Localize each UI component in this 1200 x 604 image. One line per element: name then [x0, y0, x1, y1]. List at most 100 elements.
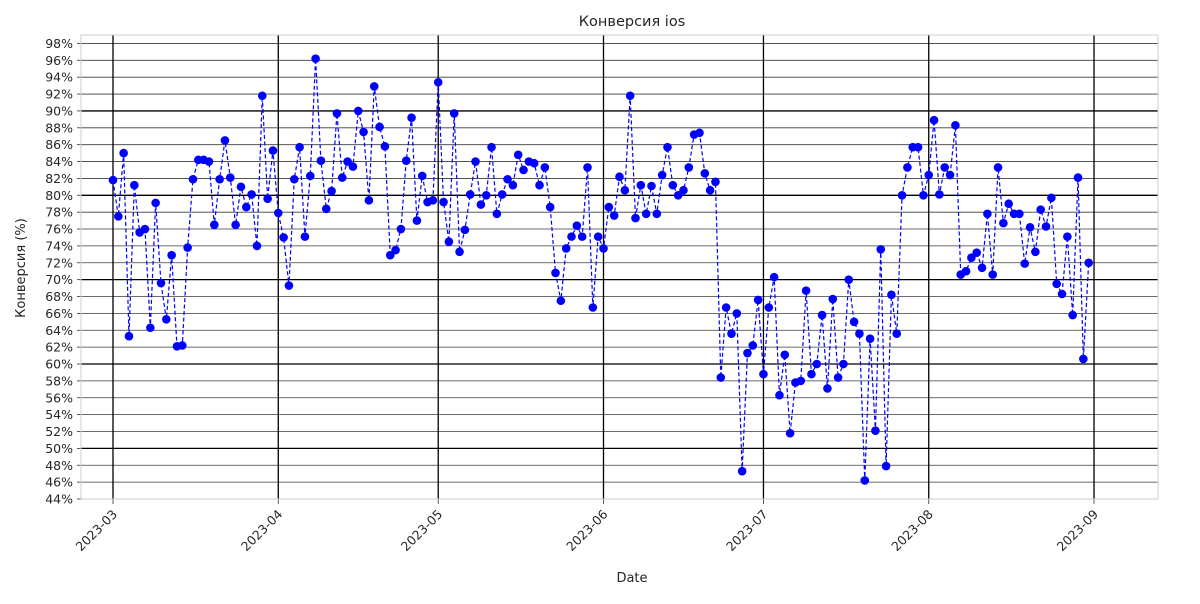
data-point [967, 253, 976, 263]
data-point [353, 106, 363, 116]
data-point [849, 317, 859, 327]
data-point [556, 296, 566, 306]
y-tick-label: 74% [45, 238, 73, 253]
data-point [162, 315, 171, 324]
x-tick-label: 2023-08 [888, 506, 936, 554]
data-point [887, 290, 896, 300]
data-point [247, 190, 256, 199]
chart-title: Конверсия ios [579, 14, 686, 30]
data-point [727, 329, 736, 338]
y-tick-label: 48% [45, 458, 73, 473]
y-tick-label: 76% [45, 222, 73, 237]
y-tick-label: 84% [45, 154, 73, 169]
y-tick-label: 86% [45, 137, 73, 152]
data-point [737, 466, 747, 476]
data-point [300, 232, 310, 241]
data-point [1004, 199, 1014, 209]
axes [77, 34, 1159, 504]
x-tick-label: 2023-09 [1054, 506, 1102, 554]
data-point [327, 186, 336, 196]
data-point [913, 142, 923, 152]
data-point [668, 180, 678, 190]
data-point [396, 224, 406, 234]
data-point [855, 329, 864, 338]
data-point [492, 209, 502, 219]
data-point [935, 190, 944, 199]
data-point [801, 286, 811, 295]
data-point [428, 196, 438, 205]
data-point [1068, 310, 1077, 320]
data-point [540, 163, 550, 172]
data-point [178, 341, 187, 350]
x-tick-label: 2023-03 [73, 507, 121, 555]
data-point [545, 202, 555, 212]
data-point [711, 177, 720, 187]
data-point [1052, 279, 1061, 289]
data-point [695, 128, 704, 138]
data-point [369, 82, 379, 91]
data-point [663, 142, 672, 152]
data-point [348, 162, 358, 171]
data-point [983, 209, 992, 219]
data-point [151, 198, 160, 208]
data-point [625, 91, 635, 101]
y-tick-label: 62% [45, 340, 73, 355]
data-point [1041, 222, 1051, 231]
data-point [583, 163, 592, 172]
data-point [844, 275, 854, 284]
data-point [476, 200, 486, 209]
data-point [876, 244, 886, 254]
data-point [567, 232, 576, 241]
data-point [593, 232, 603, 241]
data-point [279, 233, 288, 242]
data-point [561, 244, 571, 253]
y-axis-title: Конверсия (%) [14, 218, 29, 318]
series-line [112, 58, 1090, 481]
data-point [759, 369, 768, 379]
data-point [332, 109, 342, 118]
y-tick-label: 56% [45, 390, 73, 405]
data-point [1084, 258, 1093, 268]
y-tick-label: 78% [45, 205, 73, 220]
data-point [705, 185, 715, 195]
y-tick-label: 94% [45, 70, 73, 85]
y-tick-label: 58% [45, 373, 73, 388]
data-point [572, 221, 582, 230]
x-axis-title: Date [616, 571, 647, 586]
data-point [519, 165, 528, 175]
data-point [929, 115, 939, 125]
data-point [140, 224, 150, 234]
data-point [513, 150, 523, 160]
y-tick-label: 54% [45, 407, 73, 422]
data-point [252, 241, 262, 251]
data-point [748, 341, 758, 350]
data-point [599, 244, 608, 253]
data-point [487, 142, 496, 152]
data-point [636, 180, 646, 190]
data-point [833, 373, 843, 382]
data-point [647, 181, 656, 191]
data-point [999, 218, 1008, 228]
data-point [497, 190, 507, 199]
data-point [812, 359, 822, 369]
data-point [407, 113, 416, 122]
data-point [903, 163, 912, 172]
data-point [385, 250, 395, 260]
data-point [716, 373, 726, 382]
data-point [449, 109, 459, 118]
data-point [609, 211, 619, 220]
y-tick-label: 66% [45, 306, 73, 321]
data-point [231, 220, 240, 230]
data-point [620, 185, 630, 195]
y-tick-label: 50% [45, 441, 73, 456]
data-point [775, 390, 784, 400]
x-tick-label: 2023-06 [563, 506, 611, 554]
data-point [433, 77, 443, 87]
y-tick-label: 46% [45, 475, 73, 490]
y-tick-label: 70% [45, 272, 73, 287]
data-point [289, 174, 299, 184]
data-point [236, 182, 246, 192]
data-point [972, 248, 982, 257]
data-point [316, 156, 326, 165]
